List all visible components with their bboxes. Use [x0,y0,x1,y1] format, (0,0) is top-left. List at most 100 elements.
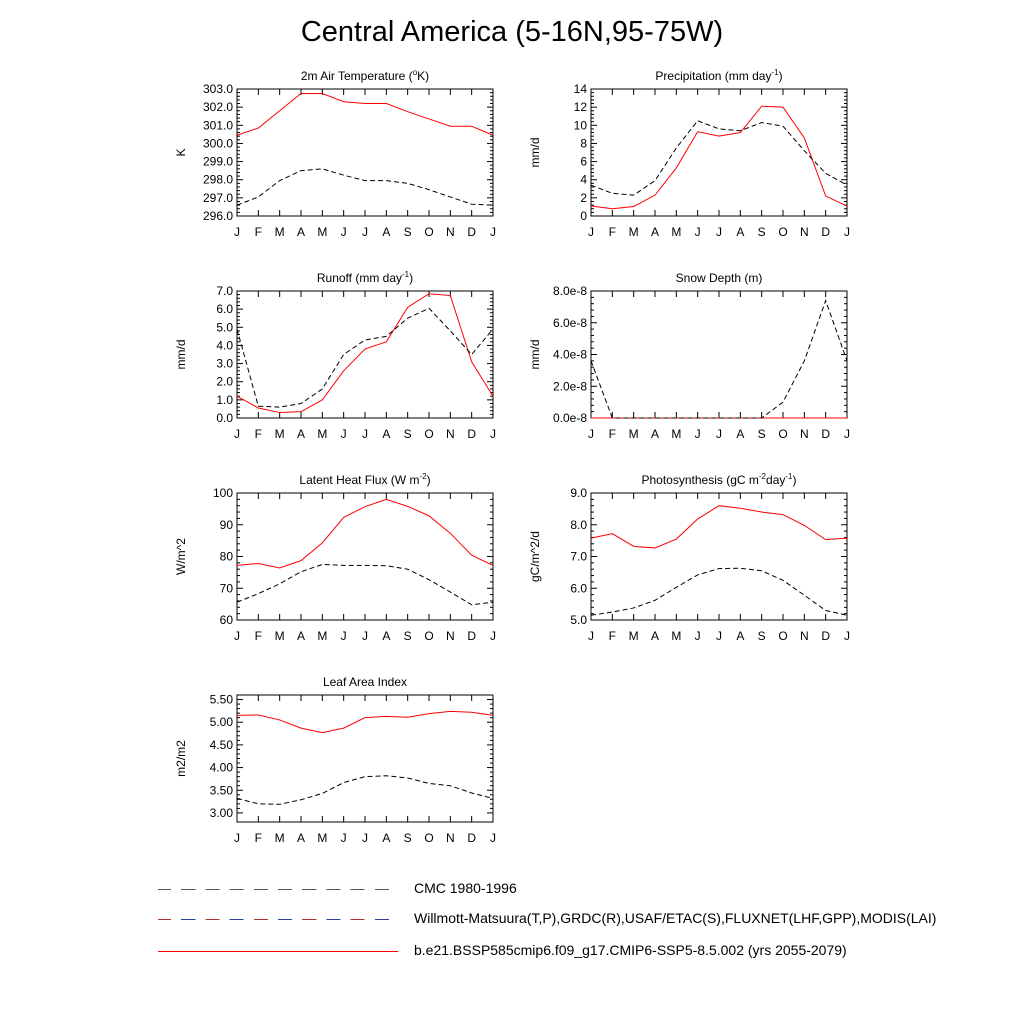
x-tick-label: J [844,225,850,239]
x-tick-label: D [821,629,830,643]
y-tick-label: 2.0 [216,375,233,389]
plot-frame [236,88,494,217]
x-tick-label: O [424,831,433,845]
x-tick-label: J [588,225,594,239]
y-tick-label: 60 [220,613,234,627]
series-line-observations [236,307,494,408]
y-tick-label: 301.0 [203,118,233,132]
x-tick-label: M [317,225,327,239]
panel-title-part: ) [427,473,431,487]
panel-title-superscript: -2 [759,472,767,481]
y-tick-label: 70 [220,581,234,595]
x-tick-label: J [362,427,368,441]
panel-title-part: 2m Air Temperature ( [301,69,413,83]
x-tick-label: M [275,831,285,845]
y-tick-label: 14 [574,82,588,96]
panel-title-part: Photosynthesis (gC m [642,473,759,487]
y-axis-label: mm/d [174,340,188,370]
series-line-observations [236,775,494,805]
panel-title-part: Precipitation (mm day [655,69,771,83]
panel-title: Leaf Area Index [323,675,407,689]
x-tick-label: O [778,629,787,643]
y-tick-label: 8.0e-8 [553,284,587,298]
x-tick-label: J [234,427,240,441]
x-tick-label: D [821,225,830,239]
y-tick-label: 0.0 [216,411,233,425]
x-tick-label: J [490,427,496,441]
y-tick-label: 100 [213,486,233,500]
panel-title: Precipitation (mm day-1) [655,68,782,83]
x-tick-label: O [424,629,433,643]
x-tick-label: N [446,831,455,845]
x-tick-label: M [629,427,639,441]
legend-line-cmc [158,889,398,890]
y-axis-label: mm/d [528,138,542,168]
y-tick-label: 1.0 [216,393,233,407]
x-tick-label: S [404,225,412,239]
panel-4: Snow Depth (m)J F M A M J J A S O N D J0.0e-82.0e-84… [528,271,850,441]
series-line-model [236,93,494,136]
y-tick-label: 297.0 [203,191,233,205]
y-tick-label: 298.0 [203,173,233,187]
x-tick-label: J [490,831,496,845]
y-tick-label: 8 [580,136,587,150]
x-tick-label: A [382,427,390,441]
panel-title-part: K) [417,69,429,83]
panel-title: Photosynthesis (gC m-2day-1) [642,472,797,487]
x-tick-label: F [255,225,262,239]
series-line-observations [590,299,848,419]
x-tick-label: S [758,225,766,239]
x-tick-label: M [671,629,681,643]
legend-label-observations: Willmott-Matsuura(T,P),GRDC(R),USAF/ETAC… [414,910,937,926]
y-tick-label: 4.00 [210,761,234,775]
x-tick-label: J [588,629,594,643]
x-tick-label: N [800,629,809,643]
x-tick-label: J [362,629,368,643]
series-line-model [590,505,848,549]
x-tick-label: J [341,629,347,643]
panel-5: Latent Heat Flux (W m-2)J F M A M J J A S O N D J607… [174,472,496,643]
panel-2: Precipitation (mm day-1)J F M A M J J A S O N D J024… [528,68,850,239]
x-tick-label: S [758,427,766,441]
series-line-model [590,105,848,210]
panel-title-part: Snow Depth (m) [676,271,763,285]
plot-frame [590,290,848,419]
panel-title-part: Leaf Area Index [323,675,407,689]
series-line-observations [236,563,494,606]
x-tick-label: N [446,225,455,239]
x-tick-label: J [716,629,722,643]
x-tick-label: O [424,427,433,441]
y-tick-label: 3.50 [210,783,234,797]
x-tick-label: O [778,427,787,441]
panel-title: Runoff (mm day-1) [317,270,413,285]
y-tick-label: 10 [574,118,588,132]
y-tick-label: 6.0 [570,581,587,595]
x-tick-label: J [362,225,368,239]
y-tick-label: 4.0 [216,338,233,352]
plot-frame [590,492,848,621]
x-tick-label: J [716,427,722,441]
plot-frame [236,492,494,621]
panel-6: Photosynthesis (gC m-2day-1)J F M A M J J A S O N D… [528,472,850,643]
x-tick-label: J [695,225,701,239]
y-tick-label: 6 [580,155,587,169]
x-tick-label: A [297,427,305,441]
panel-1: 2m Air Temperature (oK)J F M A M J J A S O N D J296.… [174,68,496,239]
y-tick-label: 2 [580,191,587,205]
plot-frame [236,694,494,823]
y-tick-label: 303.0 [203,82,233,96]
y-tick-label: 299.0 [203,155,233,169]
y-tick-label: 4.50 [210,738,234,752]
x-tick-label: M [629,225,639,239]
x-tick-label: A [736,427,744,441]
panel-title-part: ) [779,69,783,83]
y-axis-label: m2/m2 [174,740,188,777]
x-tick-label: J [341,225,347,239]
x-tick-label: D [467,225,476,239]
y-tick-label: 12 [574,100,588,114]
x-tick-label: J [362,831,368,845]
x-tick-label: S [758,629,766,643]
x-tick-label: J [844,427,850,441]
